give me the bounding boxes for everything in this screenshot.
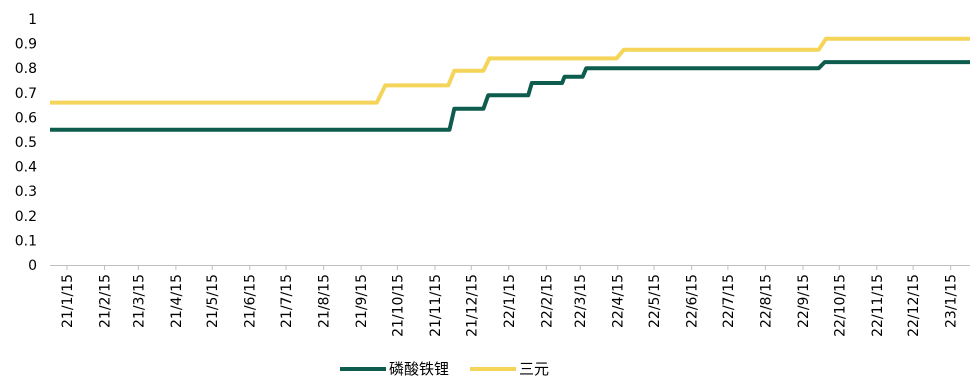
y-tick-label: 0 bbox=[28, 258, 37, 274]
y-tick-label: 0.3 bbox=[15, 184, 37, 200]
y-tick-label: 0.6 bbox=[15, 110, 37, 126]
y-tick-label: 0.4 bbox=[15, 160, 37, 176]
x-tick-label: 21/12/15 bbox=[464, 274, 480, 337]
y-tick-label: 0.2 bbox=[15, 209, 37, 225]
x-tick-label: 21/10/15 bbox=[390, 274, 406, 337]
x-tick-label: 21/8/15 bbox=[317, 274, 333, 328]
x-tick-label: 22/12/15 bbox=[906, 274, 922, 337]
y-tick-label: 0.7 bbox=[15, 86, 37, 102]
series-line-0 bbox=[50, 60, 970, 132]
y-tick-label: 0.5 bbox=[15, 135, 37, 151]
x-tick-label: 21/7/15 bbox=[279, 274, 295, 328]
x-tick-label: 21/3/15 bbox=[131, 274, 147, 328]
x-tick-label: 21/4/15 bbox=[169, 274, 185, 328]
x-tick-label: 22/3/15 bbox=[573, 274, 589, 328]
y-tick-label: 0.1 bbox=[15, 233, 37, 249]
x-tick-label: 22/1/15 bbox=[502, 274, 518, 328]
x-tick-label: 22/11/15 bbox=[870, 274, 886, 337]
x-tick-label: 22/2/15 bbox=[539, 274, 555, 328]
x-tick-label: 22/5/15 bbox=[647, 274, 663, 328]
x-tick-label: 21/6/15 bbox=[243, 274, 259, 328]
y-tick-label: 0.9 bbox=[15, 37, 37, 53]
x-tick-label: 22/6/15 bbox=[685, 274, 701, 328]
x-tick-label: 22/7/15 bbox=[721, 274, 737, 328]
x-tick-label: 21/11/15 bbox=[428, 274, 444, 337]
x-tick-label: 23/1/15 bbox=[944, 274, 960, 328]
y-tick-label: 1 bbox=[28, 12, 37, 28]
x-axis: 21/1/15 21/2/15 21/3/15 21/4/15 21/5/15 21/6/… bbox=[50, 265, 970, 337]
series-line-1 bbox=[50, 36, 970, 105]
x-tick-label: 22/10/15 bbox=[832, 274, 848, 337]
y-axis: 0 0.1 0.2 0.3 0.4 0.5 0.6 0.7 0.8 0.9 1 bbox=[15, 12, 37, 274]
y-tick-label: 0.8 bbox=[15, 61, 37, 77]
x-tick-label: 21/2/15 bbox=[97, 274, 113, 328]
legend-label-1: 三元 bbox=[519, 360, 549, 378]
x-tick-label: 22/4/15 bbox=[611, 274, 627, 328]
x-tick-label: 21/5/15 bbox=[205, 274, 221, 328]
legend-label-0: 磷酸铁锂 bbox=[389, 360, 449, 378]
series-layer bbox=[50, 36, 970, 132]
x-tick-label: 22/9/15 bbox=[796, 274, 812, 328]
legend: 磷酸铁锂 三元 bbox=[340, 360, 549, 378]
x-tick-label: 22/8/15 bbox=[758, 274, 774, 328]
x-tick-label: 21/1/15 bbox=[60, 274, 76, 328]
x-tick-label: 21/9/15 bbox=[354, 274, 370, 328]
